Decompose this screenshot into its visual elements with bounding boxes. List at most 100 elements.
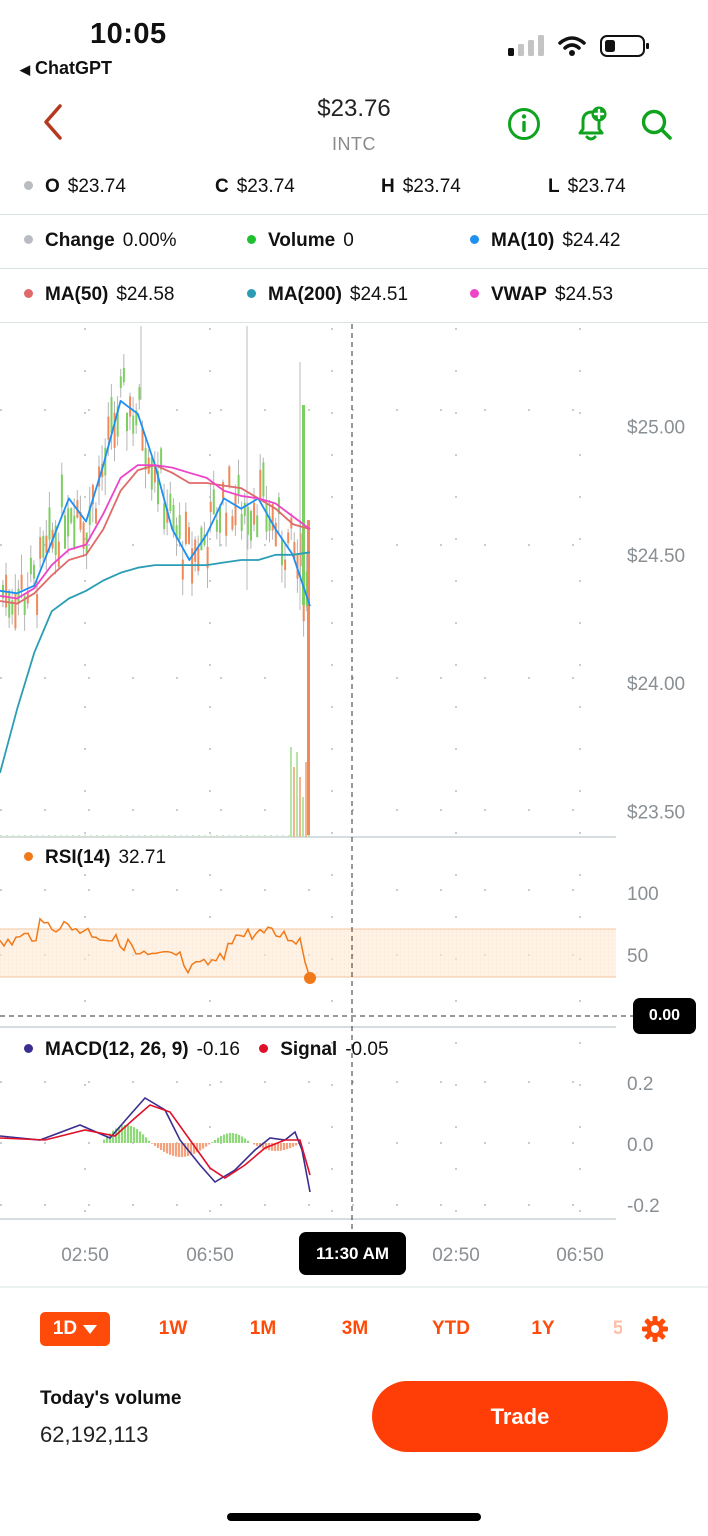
- candle-body: [132, 415, 135, 434]
- candle-body: [212, 489, 215, 515]
- candle-body: [299, 533, 302, 567]
- macd-axis-label: 0.2: [627, 1074, 653, 1095]
- macd-histogram-bar: [160, 1143, 163, 1150]
- price-axis-label: $23.50: [627, 802, 685, 823]
- search-icon[interactable]: [638, 104, 674, 144]
- back-app-label: ChatGPT: [35, 58, 113, 78]
- macd-histogram-bar: [145, 1137, 148, 1143]
- signal-icon: [508, 35, 544, 56]
- range-more-partial[interactable]: 5: [614, 1318, 622, 1339]
- range-1d-dropdown[interactable]: 1D: [40, 1312, 110, 1346]
- candle-body: [284, 559, 287, 571]
- volume-bar: [150, 835, 152, 837]
- macd-axis-label: 0.0: [627, 1135, 653, 1156]
- candle-body: [246, 506, 249, 535]
- range-1y[interactable]: 1Y: [531, 1318, 555, 1339]
- candle-body: [33, 564, 35, 579]
- rsi-last-dot: [304, 972, 316, 984]
- settings-gear-icon[interactable]: [640, 1312, 670, 1346]
- volume-bar: [132, 835, 134, 837]
- candle-body: [253, 502, 256, 525]
- status-icons: [508, 34, 650, 58]
- volume-bar: [222, 835, 224, 837]
- add-alert-bell-icon[interactable]: [574, 104, 610, 144]
- candle-body: [197, 547, 200, 571]
- candle-body: [188, 527, 190, 544]
- volume-bar: [258, 835, 260, 837]
- candle-body: [271, 503, 274, 531]
- back-to-app[interactable]: ◀ ChatGPT: [20, 58, 112, 79]
- signal-line: [0, 1104, 311, 1179]
- range-ytd[interactable]: YTD: [432, 1318, 470, 1339]
- candle-body: [48, 507, 51, 540]
- candle-body: [200, 527, 203, 551]
- candle-body: [42, 535, 45, 558]
- info-icon[interactable]: [506, 104, 542, 144]
- macd-histogram-bar: [166, 1143, 169, 1154]
- candle-body: [172, 504, 175, 531]
- macd-histogram-bar: [253, 1143, 256, 1145]
- macd-histogram-bar: [214, 1139, 217, 1143]
- candle-body: [231, 516, 234, 530]
- candle-body: [262, 462, 265, 497]
- range-3m[interactable]: 3M: [341, 1318, 369, 1339]
- candle-body: [178, 515, 181, 539]
- trade-button[interactable]: Trade: [372, 1381, 668, 1452]
- volume-bar: [198, 835, 200, 837]
- candle-body: [209, 501, 212, 513]
- price-axis-label: $25.00: [627, 418, 685, 439]
- candle-body: [219, 507, 221, 533]
- volume-bar: [299, 777, 301, 837]
- candle-body: [166, 508, 169, 523]
- macd-histogram-bar: [196, 1143, 199, 1153]
- macd-histogram-bar: [178, 1143, 181, 1157]
- candle-body: [110, 397, 113, 433]
- volume-bar: [186, 835, 188, 837]
- candle-body: [237, 474, 240, 495]
- candle-body: [91, 484, 94, 505]
- divider: [0, 214, 708, 215]
- macd-histogram-bar: [154, 1143, 157, 1146]
- candle-body: [175, 525, 178, 539]
- candle-body: [302, 405, 305, 605]
- candle-body: [82, 522, 85, 549]
- ohlc-low: L $23.74: [548, 176, 626, 197]
- volume-bar: [228, 835, 230, 837]
- legend-volume: Volume 0: [247, 230, 354, 252]
- candle-body: [234, 494, 237, 526]
- legend-vwap: VWAP $24.53: [470, 284, 613, 306]
- range-1m[interactable]: 1M: [249, 1318, 277, 1339]
- legend-ma200: MA(200) $24.51: [247, 284, 408, 306]
- back-triangle-icon: ◀: [20, 62, 30, 77]
- back-chevron-icon[interactable]: [36, 100, 76, 144]
- ohlc-high: H $23.74: [381, 176, 461, 197]
- volume-bar: [6, 835, 8, 837]
- macd-histogram-bar: [112, 1130, 115, 1143]
- series-ma200: [0, 551, 311, 774]
- candle-body: [181, 559, 184, 580]
- ohlc-row: O $23.74 C $23.74 H $23.74 L $23.74: [0, 176, 708, 200]
- indicators-row-2: MA(50) $24.58 MA(200) $24.51 VWAP $24.53: [0, 284, 708, 310]
- candle-body: [104, 447, 107, 476]
- candle-body: [138, 387, 141, 400]
- range-1w[interactable]: 1W: [158, 1318, 188, 1339]
- macd-histogram-bar: [136, 1129, 139, 1143]
- macd-histogram-bar: [292, 1143, 295, 1147]
- macd-histogram-bar: [295, 1143, 298, 1146]
- macd-histogram-bar: [148, 1140, 151, 1143]
- macd-histogram-bar: [106, 1136, 109, 1143]
- candle-body: [153, 466, 156, 483]
- macd-histogram-bar: [202, 1143, 205, 1149]
- macd-histogram-bar: [280, 1143, 283, 1151]
- volume-bar: [216, 835, 218, 837]
- candle-body: [57, 541, 60, 567]
- price-chart[interactable]: $25.00 $24.50 $24.00 $23.50 100 50 0.2 0.0 -0.2 0…: [0, 324, 708, 1289]
- crosshair-value-tag: 0.00: [633, 998, 696, 1034]
- rsi-legend: RSI(14) 32.71: [24, 847, 166, 869]
- volume-bar: [0, 835, 2, 837]
- volume-bar: [36, 835, 38, 837]
- rsi-band: [0, 929, 616, 977]
- candle-body: [67, 508, 70, 537]
- volume-bar: [302, 797, 304, 837]
- volume-bar: [276, 835, 278, 837]
